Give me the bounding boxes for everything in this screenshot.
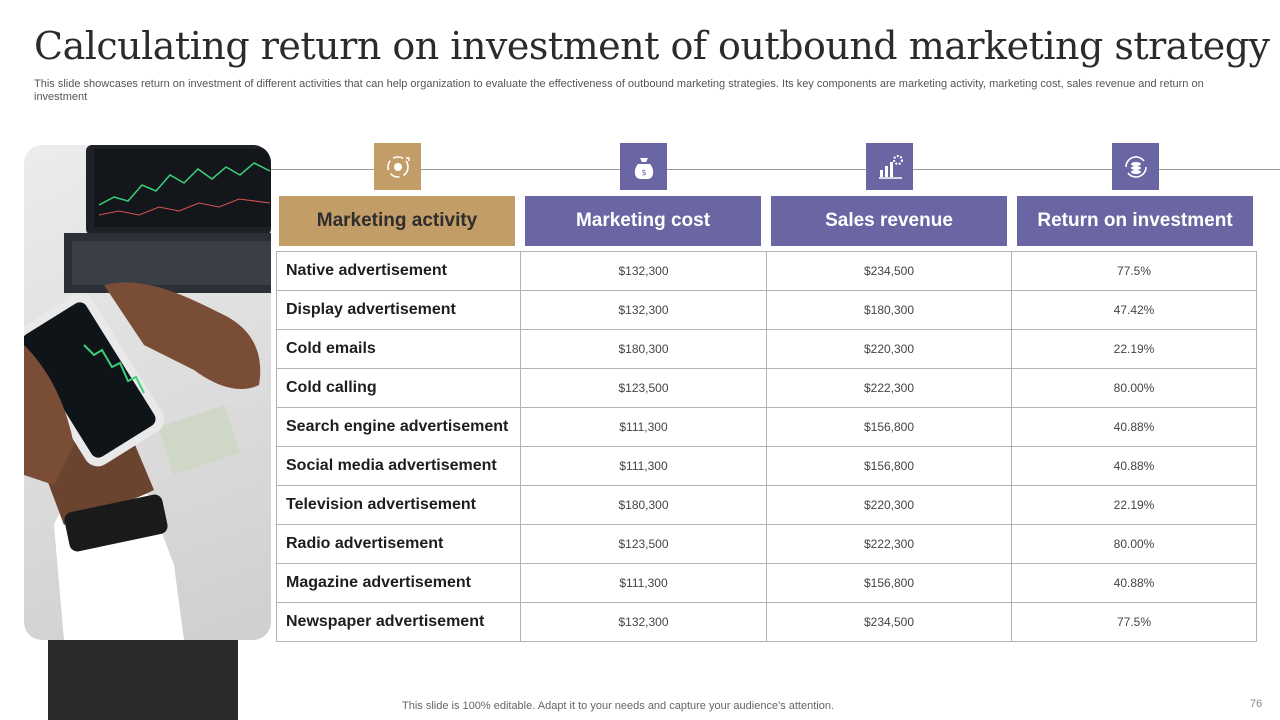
cost-cell: $111,300 xyxy=(520,446,767,486)
slide-footer: This slide is 100% editable. Adapt it to… xyxy=(402,700,834,712)
roi-table: Native advertisement $132,300 $234,500 7… xyxy=(276,251,1257,642)
roi-cell: 80.00% xyxy=(1011,368,1257,408)
revenue-cell: $156,800 xyxy=(766,563,1012,603)
roi-cell: 40.88% xyxy=(1011,446,1257,486)
revenue-cell: $156,800 xyxy=(766,446,1012,486)
table-row: Radio advertisement $123,500 $222,300 80… xyxy=(276,524,1257,564)
roi-cell: 40.88% xyxy=(1011,563,1257,603)
revenue-cell: $234,500 xyxy=(766,251,1012,291)
cost-cell: $111,300 xyxy=(520,563,767,603)
table-row: Native advertisement $132,300 $234,500 7… xyxy=(276,251,1257,291)
coins-return-icon xyxy=(1112,143,1159,190)
roi-cell: 22.19% xyxy=(1011,485,1257,525)
roi-cell: 40.88% xyxy=(1011,407,1257,447)
cost-cell: $123,500 xyxy=(520,368,767,408)
header-sales-revenue: Sales revenue xyxy=(771,196,1007,246)
activity-cell: Social media advertisement xyxy=(276,446,521,486)
decorative-dark-bar xyxy=(48,640,238,720)
cost-cell: $111,300 xyxy=(520,407,767,447)
activity-cell: Native advertisement xyxy=(276,251,521,291)
header-marketing-activity: Marketing activity xyxy=(279,196,515,246)
svg-text:$: $ xyxy=(641,168,646,177)
revenue-cell: $180,300 xyxy=(766,290,1012,330)
cost-cell: $180,300 xyxy=(520,329,767,369)
table-row: Television advertisement $180,300 $220,3… xyxy=(276,485,1257,525)
slide-title: Calculating return on investment of outb… xyxy=(34,24,1270,68)
activity-cell: Radio advertisement xyxy=(276,524,521,564)
revenue-chart-gear-icon xyxy=(866,143,913,190)
activity-cell: Cold calling xyxy=(276,368,521,408)
revenue-cell: $220,300 xyxy=(766,329,1012,369)
cost-cell: $123,500 xyxy=(520,524,767,564)
table-row: Cold emails $180,300 $220,300 22.19% xyxy=(276,329,1257,369)
activity-cell: Display advertisement xyxy=(276,290,521,330)
table-row: Magazine advertisement $111,300 $156,800… xyxy=(276,563,1257,603)
revenue-cell: $222,300 xyxy=(766,524,1012,564)
page-number: 76 xyxy=(1250,698,1263,710)
revenue-cell: $234,500 xyxy=(766,602,1012,642)
activity-cell: Television advertisement xyxy=(276,485,521,525)
roi-cell: 22.19% xyxy=(1011,329,1257,369)
header-marketing-cost: Marketing cost xyxy=(525,196,761,246)
activity-cell: Newspaper advertisement xyxy=(276,602,521,642)
slide-subtitle: This slide showcases return on investmen… xyxy=(34,78,1204,103)
table-row: Social media advertisement $111,300 $156… xyxy=(276,446,1257,486)
revenue-cell: $222,300 xyxy=(766,368,1012,408)
hands-smartphone-photo xyxy=(24,145,271,640)
activity-cell: Search engine advertisement xyxy=(276,407,521,447)
cost-cell: $132,300 xyxy=(520,251,767,291)
header-divider-line xyxy=(271,169,1280,170)
roi-cell: 77.5% xyxy=(1011,251,1257,291)
table-row: Newspaper advertisement $132,300 $234,50… xyxy=(276,602,1257,642)
revenue-cell: $156,800 xyxy=(766,407,1012,447)
roi-cell: 77.5% xyxy=(1011,602,1257,642)
cost-cell: $132,300 xyxy=(520,290,767,330)
header-return-on-investment: Return on investment xyxy=(1017,196,1253,246)
activity-cell: Cold emails xyxy=(276,329,521,369)
roi-cell: 80.00% xyxy=(1011,524,1257,564)
table-row: Display advertisement $132,300 $180,300 … xyxy=(276,290,1257,330)
money-bag-icon: $ xyxy=(620,143,667,190)
activity-cell: Magazine advertisement xyxy=(276,563,521,603)
photo-illustration xyxy=(24,145,271,640)
cost-cell: $132,300 xyxy=(520,602,767,642)
cost-cell: $180,300 xyxy=(520,485,767,525)
roi-cell: 47.42% xyxy=(1011,290,1257,330)
table-row: Cold calling $123,500 $222,300 80.00% xyxy=(276,368,1257,408)
table-row: Search engine advertisement $111,300 $15… xyxy=(276,407,1257,447)
marketing-cycle-icon xyxy=(374,143,421,190)
revenue-cell: $220,300 xyxy=(766,485,1012,525)
